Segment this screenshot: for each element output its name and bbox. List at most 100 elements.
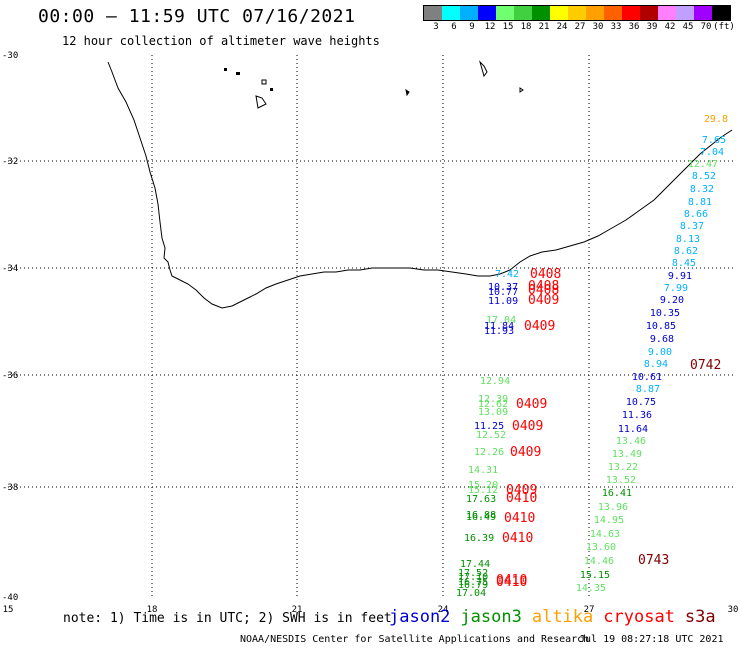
swh-value-west: 14.31 <box>468 465 498 476</box>
pass-time-label: 0742 <box>690 358 721 373</box>
lat-tick-label: -40 <box>2 593 18 603</box>
legend-entry-jason2: jason2 <box>389 607 451 627</box>
pass-time-label: 0408 <box>528 279 559 294</box>
map-title: 00:00 – 11:59 UTC 07/16/2021 <box>38 6 356 27</box>
color-scale-label: 18 <box>520 22 532 32</box>
color-swatch <box>532 6 550 20</box>
pass-time-label: 0409 <box>524 319 555 334</box>
color-scale-label: 30 <box>592 22 604 32</box>
color-scale-label: 39 <box>646 22 658 32</box>
pass-time-label: 0409 <box>516 397 547 412</box>
swh-value-west: 17.52 <box>458 568 488 579</box>
swh-value-west: 15.20 <box>468 480 498 491</box>
swh-value-east: 8.13 <box>676 234 700 245</box>
island-outline <box>270 88 273 91</box>
swh-value-west: 15.12 <box>468 485 498 496</box>
pass-time-label: 0743 <box>638 553 669 568</box>
swh-value-east: 8.62 <box>674 246 698 257</box>
legend-entry-s3a: s3a <box>684 607 716 627</box>
lat-tick-label: -32 <box>2 157 18 167</box>
swh-value-west: 17.63 <box>466 494 496 505</box>
swh-value-east: 10.85 <box>646 321 676 332</box>
lon-tick-label: 27 <box>584 605 595 615</box>
swh-value-west: 10.77 <box>488 287 518 298</box>
footer-note: note: 1) Time is in UTC; 2) SWH is in fe… <box>63 611 392 626</box>
color-scale-label: (ft) <box>713 22 735 32</box>
swh-value-west: 12.52 <box>476 430 506 441</box>
coastline-south-africa <box>107 61 733 309</box>
color-scale-label: 6 <box>451 22 457 32</box>
wave-height-color-scale <box>423 5 731 21</box>
swh-value-east: 8.94 <box>644 359 668 370</box>
lon-tick-label: 30 <box>728 605 739 615</box>
color-scale-label: 9 <box>469 22 475 32</box>
swh-value-west: 17.44 <box>460 559 490 570</box>
swh-value-west: 12.39 <box>478 394 508 405</box>
color-swatch <box>496 6 514 20</box>
swh-value-west: 12.26 <box>474 447 504 458</box>
color-scale-label: 33 <box>610 22 622 32</box>
island-outline <box>261 79 267 85</box>
color-swatch <box>586 6 604 20</box>
lon-tick-label: 18 <box>147 605 158 615</box>
swh-value-east: 12.47 <box>688 159 718 170</box>
lon-tick-label: 15 <box>3 605 14 615</box>
legend-entry-altika: altika <box>531 607 594 627</box>
pass-time-label: 0409 <box>512 419 543 434</box>
swh-value-east: 13.60 <box>586 542 616 553</box>
color-swatch <box>694 6 712 20</box>
swh-value-west: 11.09 <box>488 296 518 307</box>
swh-value-west: 17.04 <box>486 315 516 326</box>
swh-value-east: 15.15 <box>580 570 610 581</box>
color-swatch <box>442 6 460 20</box>
swh-value-west: 12.62 <box>478 399 508 410</box>
color-scale-label: 42 <box>664 22 676 32</box>
pass-time-label: 0410 <box>496 573 527 588</box>
swh-value-east: 11.36 <box>622 410 652 421</box>
swh-value-east: 10.35 <box>650 308 680 319</box>
color-scale-label: 3 <box>433 22 439 32</box>
color-swatch <box>712 6 730 20</box>
color-scale-label: 15 <box>502 22 514 32</box>
pass-time-label: 0409 <box>510 445 541 460</box>
west-track-values: 7.4210.3710.7711.0917.0411.8411.9312.941… <box>456 269 519 599</box>
swh-value-east: 8.52 <box>692 171 716 182</box>
credit-timestamp: Jul 19 08:27:18 UTC 2021 <box>579 634 724 645</box>
pass-time-label: 0410 <box>496 575 527 590</box>
lat-tick-label: -30 <box>2 51 18 61</box>
lat-tick-label: -38 <box>2 483 18 493</box>
swh-value-west: 17.10 <box>458 572 488 583</box>
swh-value-east: 9.68 <box>650 334 674 345</box>
color-swatch <box>514 6 532 20</box>
color-swatch <box>568 6 586 20</box>
pass-time-label: 0409 <box>506 483 537 498</box>
island-outline <box>519 87 524 93</box>
island-outline <box>224 68 227 71</box>
color-swatch <box>460 6 478 20</box>
swh-value-west: 16.39 <box>464 533 494 544</box>
swh-value-east: 9.00 <box>648 347 672 358</box>
swh-value-east: 7.04 <box>700 147 724 158</box>
swh-value-east: 8.81 <box>688 197 712 208</box>
swh-value-east: 13.96 <box>598 502 628 513</box>
swh-value-west: 13.09 <box>478 407 508 418</box>
swh-value-west: 10.37 <box>488 282 518 293</box>
pass-time-label: 0408 <box>528 283 559 298</box>
pass-time-label: 0410 <box>504 511 535 526</box>
swh-value-west: 7.42 <box>495 269 519 280</box>
color-scale-label: 70 <box>700 22 712 32</box>
swh-value-east: 13.49 <box>612 449 642 460</box>
swh-value-west: 11.25 <box>474 421 504 432</box>
swh-value-west: 16.79 <box>458 580 488 591</box>
swh-value-east: 14.35 <box>576 583 606 594</box>
swh-value-east: 8.87 <box>636 384 660 395</box>
swh-value-east: 14.46 <box>584 556 614 567</box>
swh-value-west: 12.94 <box>480 376 510 387</box>
lat-tick-label: -36 <box>2 371 18 381</box>
lon-tick-label: 21 <box>292 605 303 615</box>
swh-value-west: 11.84 <box>484 321 514 332</box>
map-subtitle: 12 hour collection of altimeter wave hei… <box>62 34 380 48</box>
island-outline <box>236 72 240 75</box>
pass-time-labels: 0408040804080409040904090409040904090410… <box>496 267 721 590</box>
